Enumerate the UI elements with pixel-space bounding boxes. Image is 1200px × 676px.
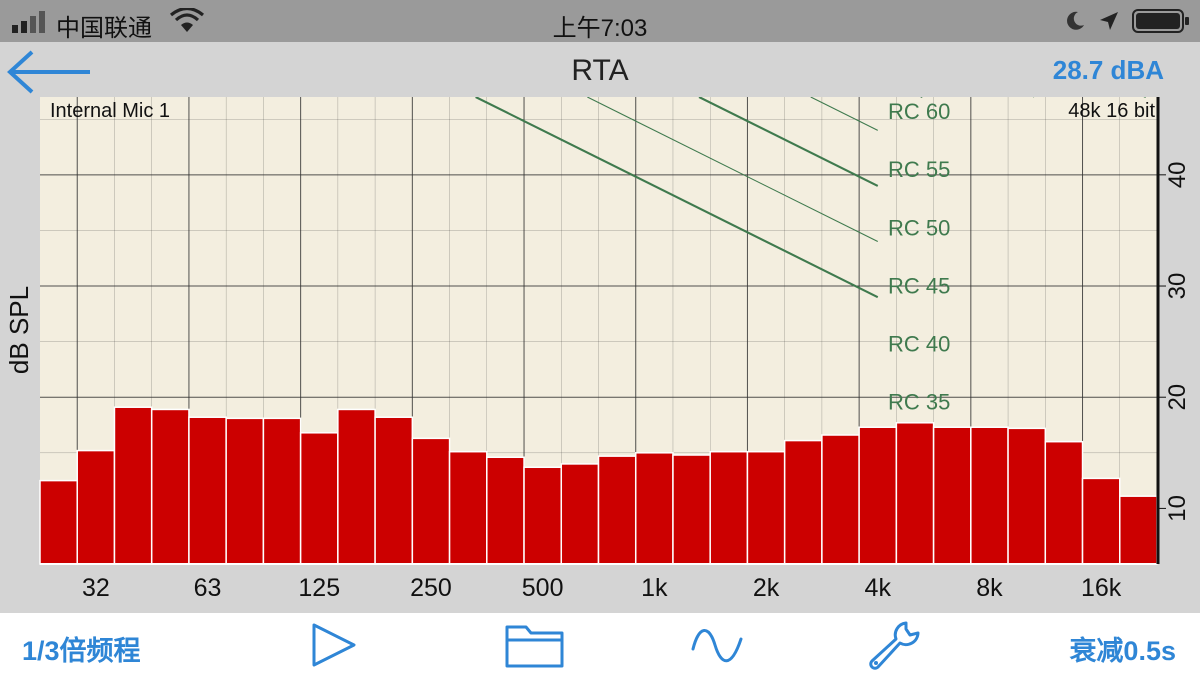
spectrum-bar [709, 450, 749, 565]
rc-curve-label: RC 35 [888, 390, 950, 415]
sine-wave-icon[interactable] [687, 619, 747, 671]
spectrum-bar [783, 439, 823, 565]
spectrum-bar [895, 422, 935, 565]
spectrum-bar [337, 408, 376, 565]
page-title: RTA [571, 54, 629, 87]
wrench-icon[interactable] [866, 619, 926, 671]
battery-icon [1132, 9, 1189, 33]
spectrum-bar [746, 450, 786, 565]
x-tick-label: 16k [1081, 574, 1122, 602]
spectrum-bar [76, 449, 116, 565]
spectrum-bar [597, 455, 637, 565]
spectrum-bar [411, 437, 451, 565]
spectrum-bar [1081, 477, 1121, 565]
y-tick-label: 10 [1164, 495, 1191, 522]
spectrum-bar [932, 426, 972, 565]
spectrum-bar [821, 434, 860, 565]
x-tick-label: 125 [298, 574, 340, 602]
spectrum-bar [560, 463, 600, 565]
cellular-signal-icon [12, 11, 45, 33]
rc-curve [475, 96, 879, 299]
bandwidth-button[interactable]: 1/3倍频程 [22, 636, 141, 666]
x-tick-label: 250 [410, 574, 452, 602]
x-tick-label: 2k [753, 574, 780, 602]
spectrum-bar [113, 406, 153, 565]
spectrum-bar [486, 456, 525, 565]
y-tick-label: 20 [1164, 384, 1191, 411]
spectrum-bar [1007, 427, 1047, 565]
spectrum-bar [858, 426, 898, 565]
status-bar: 中国联通 上午7:03 [0, 0, 1200, 42]
spectrum-bar [374, 416, 414, 565]
spectrum-bar [1044, 440, 1084, 565]
spectrum-bar [262, 417, 302, 565]
x-tick-label: 63 [194, 574, 222, 602]
rc-curve [587, 96, 878, 243]
spectrum-bar [448, 450, 488, 565]
spectrum-bar [970, 426, 1009, 565]
x-tick-label: 4k [865, 574, 892, 602]
y-axis-label: dB SPL [4, 286, 34, 374]
input-label: Internal Mic 1 [50, 100, 170, 122]
level-readout[interactable]: 28.7 dBA [1052, 55, 1164, 85]
rc-curve [698, 96, 879, 187]
rc-curve-label: RC 40 [888, 332, 950, 357]
location-icon [1100, 12, 1118, 30]
status-clock: 上午7:03 [552, 15, 648, 42]
back-arrow-icon[interactable] [4, 50, 94, 94]
folder-icon[interactable] [504, 619, 564, 671]
y-tick-label: 40 [1164, 161, 1191, 188]
rc-curve-label: RC 45 [888, 273, 950, 298]
bottom-toolbar: 1/3倍频程 衰减0.5s [0, 613, 1200, 676]
y-tick-label: 30 [1164, 273, 1191, 300]
spectrum-bar [634, 452, 674, 565]
spectrum-bar [299, 432, 339, 565]
play-icon[interactable] [304, 619, 364, 671]
wifi-icon [170, 8, 204, 32]
format-label: 48k 16 bit [1068, 100, 1155, 122]
x-tick-label: 8k [976, 574, 1003, 602]
spectrum-bar [150, 408, 190, 565]
spectrum-bar [523, 466, 563, 565]
spectrum-bar [188, 416, 227, 565]
x-tick-label: 1k [641, 574, 668, 602]
x-tick-label: 32 [82, 574, 110, 602]
moon-icon [1067, 11, 1084, 30]
rc-curve-label: RC 55 [888, 157, 950, 182]
x-tick-label: 500 [522, 574, 564, 602]
carrier-name: 中国联通 [56, 15, 152, 42]
decay-button[interactable]: 衰减0.5s [1069, 636, 1176, 666]
spectrum-bar [39, 479, 78, 565]
rc-curve [810, 96, 878, 131]
nav-bar: RTA 28.7 dBA [0, 42, 1200, 98]
spectrum-bar [1119, 495, 1158, 565]
spectrum-bar [225, 417, 265, 565]
rc-curve-label: RC 60 [888, 99, 950, 124]
rc-curve-label: RC 50 [888, 215, 950, 240]
spectrum-bar [672, 454, 711, 565]
